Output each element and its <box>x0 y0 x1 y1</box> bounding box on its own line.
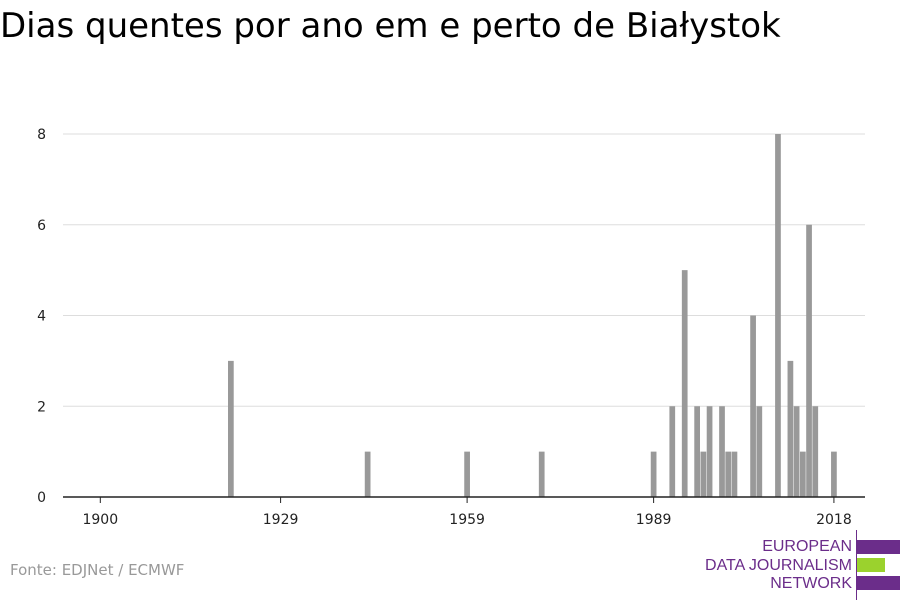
x-tick-label: 2018 <box>816 512 852 528</box>
y-tick-label: 8 <box>37 127 46 143</box>
bar-1959 <box>464 451 470 498</box>
bars <box>228 134 837 498</box>
y-tick-label: 2 <box>37 399 46 415</box>
bar-1992 <box>669 406 676 497</box>
y-axis-ticks: 0 2 4 6 8 <box>37 127 46 506</box>
bar-1971 <box>538 451 545 498</box>
bar-2001 <box>725 451 732 498</box>
bar-1998 <box>706 406 713 497</box>
bar-1943 <box>364 451 371 498</box>
logo-bar-purple-top <box>857 540 900 554</box>
bar-2006 <box>756 406 763 497</box>
x-axis-ticks: 1900 1929 1959 1989 2018 <box>82 497 852 528</box>
logo-separator <box>856 530 857 600</box>
x-tick-label: 1900 <box>82 512 118 528</box>
x-tick-label: 1989 <box>636 512 672 528</box>
y-tick-label: 4 <box>37 309 46 325</box>
bar-2002 <box>731 451 738 498</box>
gridlines <box>63 133 865 407</box>
edjnet-logo[interactable]: EUROPEAN DATA JOURNALISM NETWORK <box>700 530 900 600</box>
bar-2012 <box>793 406 800 497</box>
bar-1989 <box>650 451 657 498</box>
bar-2005 <box>750 315 756 497</box>
logo-line-network: NETWORK <box>770 575 852 592</box>
logo-line-data-journalism: DATA JOURNALISM <box>705 557 852 574</box>
y-tick-label: 6 <box>37 218 46 234</box>
bar-2015 <box>812 406 819 497</box>
bar-1921 <box>228 360 234 498</box>
logo-line-european: EUROPEAN <box>762 538 852 555</box>
x-tick-label: 1929 <box>263 512 299 528</box>
chart-title: Dias quentes por ano em e perto de Biały… <box>0 6 781 46</box>
bar-2018 <box>831 451 837 498</box>
bar-2011 <box>787 360 794 498</box>
y-tick-label: 0 <box>37 490 46 506</box>
bar-2013 <box>799 451 806 498</box>
logo-bar-purple-bottom <box>857 576 900 590</box>
logo-bar-green <box>857 558 885 572</box>
bar-2014 <box>806 224 812 497</box>
bar-1994 <box>681 270 688 498</box>
bar-2009 <box>775 134 781 497</box>
x-tick-label: 1959 <box>449 512 485 528</box>
bar-2000 <box>719 406 725 497</box>
bar-1996 <box>694 406 700 497</box>
bar-1997 <box>700 451 707 498</box>
source-note: Fonte: EDJNet / ECMWF <box>10 561 185 579</box>
